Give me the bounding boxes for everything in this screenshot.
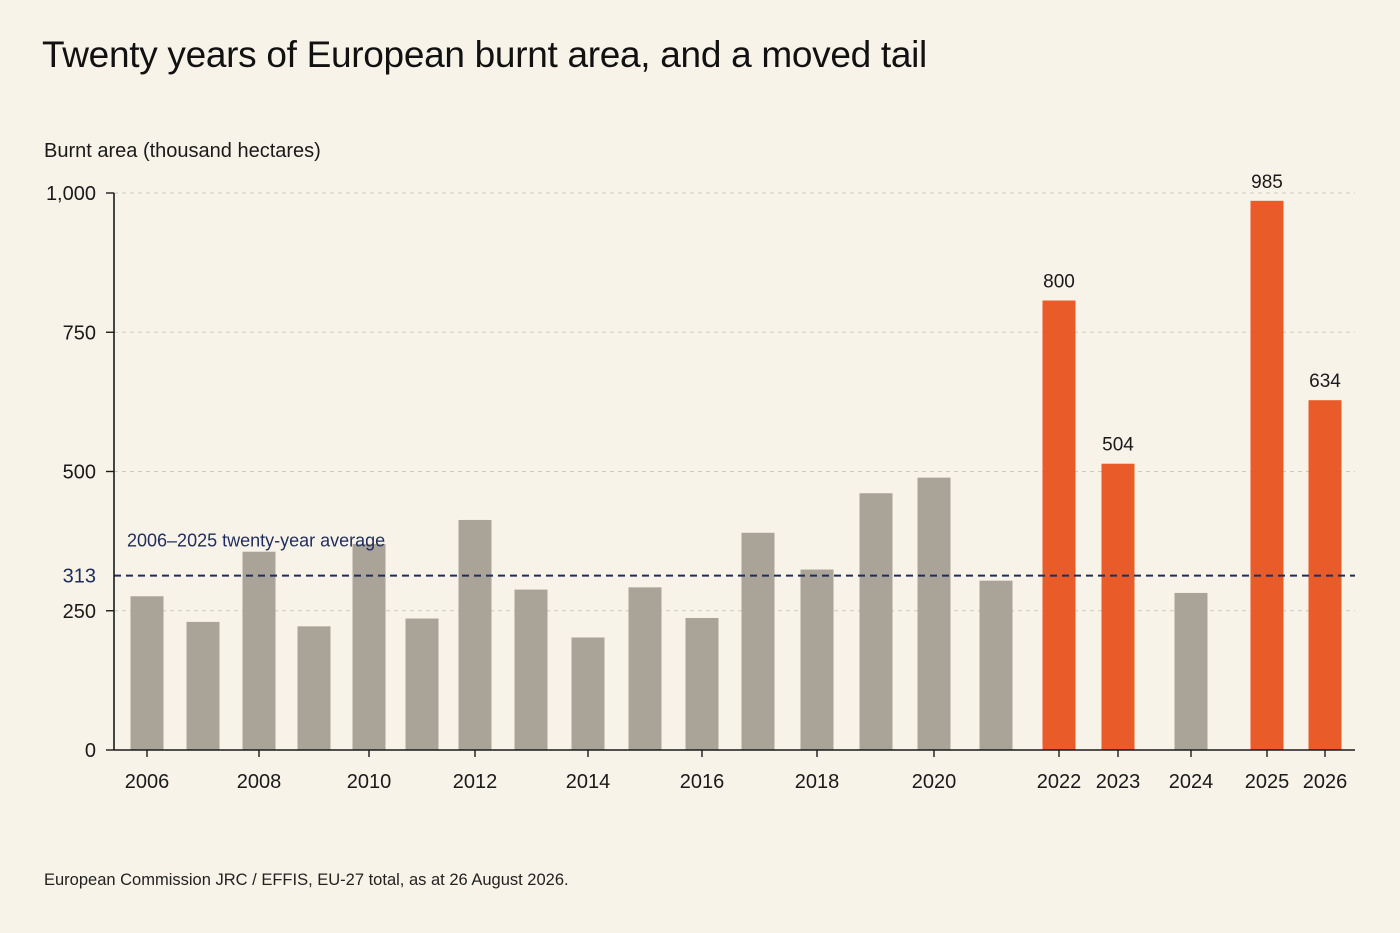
bar-2013 xyxy=(514,589,548,750)
x-tick-label-2010: 2010 xyxy=(347,771,392,793)
bar-2010 xyxy=(352,543,386,750)
bar-2020 xyxy=(917,477,951,750)
bar-2022 xyxy=(1042,300,1076,750)
x-tick-label-2024: 2024 xyxy=(1169,771,1214,793)
bar-2023 xyxy=(1101,463,1135,750)
bar-2025 xyxy=(1250,200,1284,751)
bar-2015 xyxy=(628,587,662,750)
source-note: European Commission JRC / EFFIS, EU-27 t… xyxy=(44,871,569,889)
bar-2011 xyxy=(405,618,439,750)
bar-2008 xyxy=(242,551,276,750)
data-label-2023: 504 xyxy=(1102,435,1134,456)
y-tick-label: 750 xyxy=(63,322,96,344)
labels: Burnt area (thousand hectares) 0 250 500 750… xyxy=(44,140,1347,793)
x-tick-label-2026: 2026 xyxy=(1303,771,1348,793)
bar-2009 xyxy=(297,626,331,750)
data-label-2022: 800 xyxy=(1043,272,1075,293)
x-tick-label-2020: 2020 xyxy=(912,771,957,793)
axes xyxy=(106,192,1355,757)
x-tick-label-2023: 2023 xyxy=(1096,771,1141,793)
data-label-2026: 634 xyxy=(1309,371,1341,392)
x-tick-label-2025: 2025 xyxy=(1245,771,1290,793)
bar-2012 xyxy=(458,519,492,750)
x-tick-label-2008: 2008 xyxy=(237,771,282,793)
x-tick-label-2022: 2022 xyxy=(1037,771,1082,793)
x-tick-label-2012: 2012 xyxy=(453,771,498,793)
bar-2007 xyxy=(186,621,220,750)
x-tick-label-2014: 2014 xyxy=(566,771,611,793)
y-tick-label: 250 xyxy=(63,601,96,623)
bar-2021 xyxy=(979,580,1013,750)
data-label-2025: 985 xyxy=(1251,172,1283,193)
gridlines xyxy=(114,192,1355,612)
average-value-label: 313 xyxy=(63,566,96,588)
y-tick-label: 1,000 xyxy=(46,183,96,205)
bar-2017 xyxy=(741,532,775,750)
average-line-label: 2006–2025 twenty-year average xyxy=(127,531,385,551)
x-tick-label-2018: 2018 xyxy=(795,771,840,793)
bar-2006 xyxy=(130,596,164,750)
chart-title: Twenty years of European burnt area, and… xyxy=(42,34,927,75)
bar-2018 xyxy=(800,569,834,750)
bar-2014 xyxy=(571,637,605,750)
reference-line-group: 313 2006–2025 twenty-year average xyxy=(63,531,1355,588)
bar-2026 xyxy=(1308,400,1342,750)
bar-2024 xyxy=(1174,592,1208,750)
bars xyxy=(130,200,1342,751)
y-tick-label: 500 xyxy=(63,462,96,484)
x-tick-label-2006: 2006 xyxy=(125,771,170,793)
bar-2016 xyxy=(685,617,719,750)
x-tick-label-2016: 2016 xyxy=(680,771,725,793)
y-axis-title: Burnt area (thousand hectares) xyxy=(44,140,321,162)
bar-2019 xyxy=(859,493,893,750)
y-tick-label: 0 xyxy=(85,740,96,762)
